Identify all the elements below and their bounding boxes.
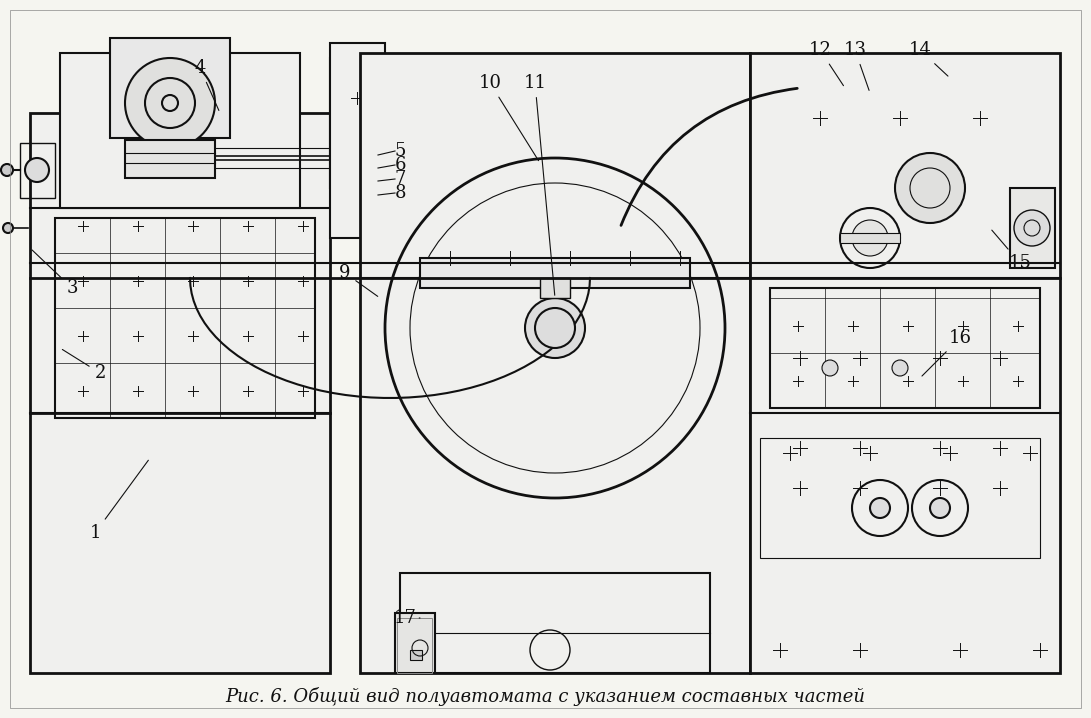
Bar	[770, 288, 1040, 408]
Text: 2: 2	[62, 350, 106, 382]
Circle shape	[930, 498, 950, 518]
Text: 9: 9	[339, 264, 377, 297]
Circle shape	[5, 168, 9, 172]
Text: 14: 14	[909, 41, 948, 76]
Circle shape	[5, 168, 9, 172]
Text: 4: 4	[194, 59, 219, 111]
Text: 8: 8	[394, 184, 406, 202]
Circle shape	[5, 168, 9, 172]
Text: 12: 12	[808, 41, 843, 85]
Text: 7: 7	[394, 170, 406, 188]
Circle shape	[870, 498, 890, 518]
Circle shape	[5, 168, 9, 172]
Circle shape	[5, 168, 9, 172]
Circle shape	[5, 168, 9, 172]
Bar	[410, 650, 422, 660]
Circle shape	[1, 164, 13, 176]
Bar	[125, 140, 215, 178]
Bar	[540, 278, 570, 298]
Circle shape	[355, 148, 375, 168]
Bar	[1010, 188, 1055, 268]
Bar	[400, 573, 710, 673]
Text: 17: 17	[394, 609, 420, 627]
Circle shape	[895, 153, 966, 223]
Bar	[29, 113, 329, 673]
Bar	[60, 53, 300, 208]
Circle shape	[5, 168, 9, 172]
Circle shape	[852, 220, 888, 256]
Circle shape	[525, 298, 585, 358]
Circle shape	[543, 316, 567, 340]
Text: 6: 6	[394, 156, 406, 174]
Text: 13: 13	[843, 41, 870, 90]
Circle shape	[535, 308, 575, 348]
Bar	[110, 38, 230, 138]
Circle shape	[125, 58, 215, 148]
Circle shape	[3, 223, 13, 233]
Polygon shape	[848, 131, 992, 265]
Bar	[420, 258, 690, 288]
Circle shape	[1014, 210, 1050, 246]
Circle shape	[5, 168, 9, 172]
Circle shape	[25, 158, 49, 182]
Bar	[397, 618, 432, 673]
Bar	[329, 58, 385, 188]
Bar	[360, 53, 750, 673]
Circle shape	[822, 360, 838, 376]
Bar	[329, 43, 385, 238]
Text: 11: 11	[524, 74, 554, 295]
Circle shape	[892, 360, 908, 376]
Bar	[750, 53, 1060, 673]
Bar	[55, 218, 315, 418]
Text: Рис. 6. Общий вид полуавтомата с указанием составных частей: Рис. 6. Общий вид полуавтомата с указани…	[225, 686, 865, 706]
Text: 15: 15	[992, 230, 1031, 272]
Bar	[840, 233, 900, 243]
Bar	[395, 613, 435, 673]
Text: 1: 1	[89, 460, 148, 542]
Text: 10: 10	[479, 74, 539, 161]
Bar	[345, 80, 353, 88]
Text: 5: 5	[394, 142, 406, 160]
Bar	[350, 105, 357, 110]
Text: 16: 16	[922, 329, 971, 376]
Text: 3: 3	[32, 250, 77, 297]
Bar	[760, 438, 1040, 558]
Bar	[345, 93, 359, 103]
Bar	[20, 143, 55, 198]
